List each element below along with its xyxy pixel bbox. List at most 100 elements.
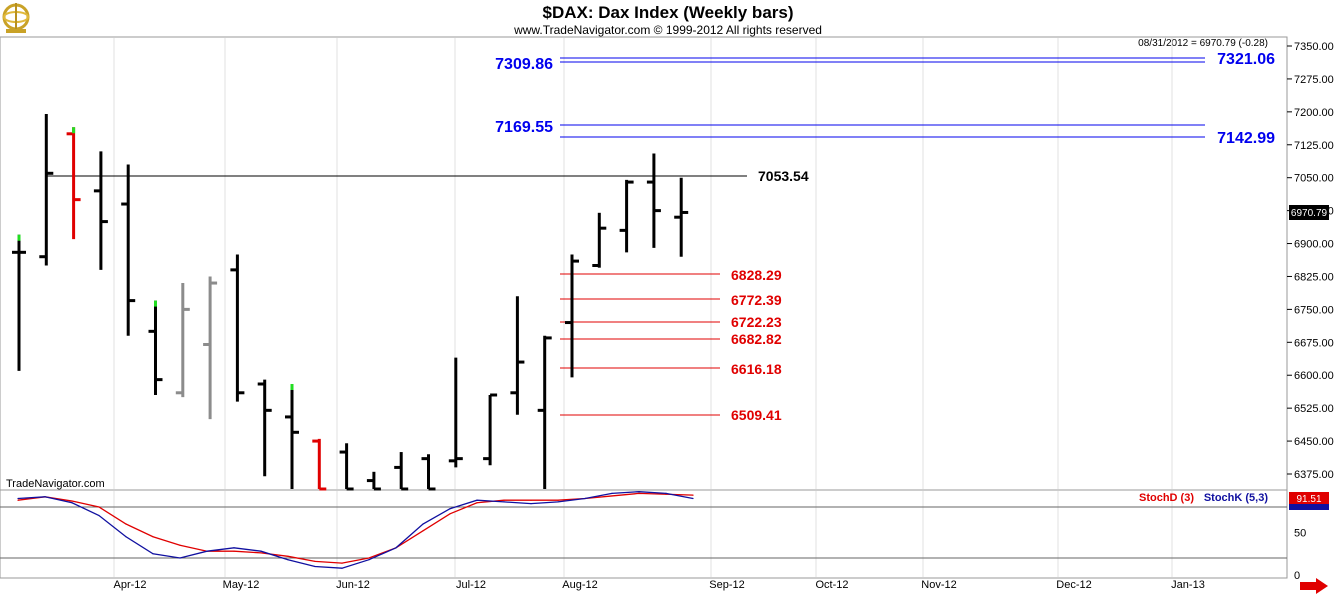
stoch-point — [17, 497, 19, 500]
x-tick-label: Jun-12 — [336, 579, 370, 591]
stoch-point — [476, 499, 478, 501]
y-tick-label: 6600.00 — [1294, 370, 1334, 382]
y-tick-label: 6525.00 — [1294, 403, 1334, 415]
stoch-point — [503, 499, 505, 501]
stoch-point — [260, 550, 262, 552]
stoch-point — [638, 492, 640, 494]
y-tick-label: 7200.00 — [1294, 107, 1334, 119]
stoch-series-line — [17, 491, 694, 569]
stoch-point — [422, 530, 424, 532]
x-tick-label: Oct-12 — [815, 579, 848, 591]
stoch-point — [557, 499, 559, 501]
gyroscope-logo-icon — [2, 3, 30, 33]
stoch-point — [341, 562, 343, 564]
legend-stochd: StochD (3) — [1139, 492, 1194, 504]
stoch-point — [314, 560, 316, 563]
last-price-label: 6970.79 — [1291, 208, 1328, 219]
x-tick-label: Aug-12 — [562, 579, 597, 591]
stoch-point — [692, 494, 694, 496]
level-label: 6772.39 — [731, 292, 782, 308]
level-label: 6722.23 — [731, 314, 782, 330]
y-tick-label: 6750.00 — [1294, 304, 1334, 316]
stoch-last-box — [1289, 492, 1329, 504]
x-tick-label: Sep-12 — [709, 579, 744, 591]
stoch-point — [233, 550, 235, 552]
chart-title: $DAX: Dax Index (Weekly bars) — [543, 3, 794, 22]
y-tick-label: 6450.00 — [1294, 436, 1334, 448]
stoch-point — [152, 536, 154, 538]
y-tick-label: 6375.00 — [1294, 469, 1334, 481]
stochastic-panel — [0, 489, 1288, 579]
stoch-point — [260, 552, 262, 554]
level-label: 6682.82 — [731, 331, 782, 347]
stoch-point — [125, 536, 127, 538]
y-tick-label: 6675.00 — [1294, 337, 1334, 349]
stoch-point — [611, 495, 613, 497]
y-tick-label: 7050.00 — [1294, 173, 1334, 185]
x-axis: Apr-12 May-12 Jun-12 Jul-12 Aug-12 Sep-12 Oct-… — [113, 579, 1204, 591]
ohlc-bars — [12, 114, 689, 491]
level-label: 7169.55 — [495, 119, 553, 136]
y-tick-label: 7350.00 — [1294, 41, 1334, 53]
watermark-text: TradeNavigator.com — [6, 478, 105, 490]
vertical-grid — [113, 38, 1173, 577]
stoch-point — [638, 491, 640, 493]
stoch-point — [179, 544, 181, 546]
level-label: 7321.06 — [1217, 51, 1275, 68]
level-label: 6509.41 — [731, 407, 782, 423]
stochastic-lines: 50 0 — [0, 491, 1306, 582]
level-label: 7053.54 — [758, 168, 809, 184]
x-tick-label: Jan-13 — [1171, 579, 1205, 591]
x-tick-label: Apr-12 — [113, 579, 146, 591]
scroll-right-arrow-icon[interactable] — [1300, 578, 1328, 594]
stoch-point — [665, 492, 667, 494]
stoch-point — [449, 508, 451, 510]
price-panel — [0, 36, 1288, 491]
copyright-text: www.TradeNavigator.com © 1999-2012 All r… — [513, 23, 822, 37]
stoch-point — [584, 497, 586, 500]
stoch-point — [71, 500, 73, 502]
y-tick-label: 6825.00 — [1294, 271, 1334, 283]
stoch-point — [152, 553, 154, 555]
level-label: 6828.29 — [731, 267, 782, 283]
x-tick-label: Dec-12 — [1056, 579, 1091, 591]
stoch-tick-label: 50 — [1294, 528, 1306, 540]
stoch-point — [368, 557, 370, 559]
stoch-point — [530, 503, 532, 505]
stoch-series-line — [17, 492, 694, 564]
stoch-tick-label: 0 — [1294, 570, 1300, 582]
y-tick-label: 6900.00 — [1294, 239, 1334, 251]
y-tick-label: 7125.00 — [1294, 140, 1334, 152]
stoch-point — [557, 501, 559, 503]
last-quote: 08/31/2012 = 6970.79 (-0.28) — [1138, 38, 1268, 49]
level-label: 6616.18 — [731, 361, 782, 377]
stoch-point — [449, 513, 451, 515]
stoch-point — [179, 557, 181, 559]
stoch-point — [476, 502, 478, 504]
stoch-point — [395, 547, 397, 549]
stoch-point — [530, 499, 532, 501]
stoch-point — [314, 565, 316, 568]
stoch-point — [422, 523, 424, 525]
stoch-point — [125, 523, 127, 525]
x-tick-label: Nov-12 — [921, 579, 956, 591]
y-tick-label: 7275.00 — [1294, 74, 1334, 86]
stoch-point — [611, 492, 613, 494]
stoch-point — [503, 501, 505, 503]
stoch-point — [98, 506, 100, 508]
stoch-point — [17, 499, 19, 501]
stoch-point — [368, 559, 370, 561]
level-label: 7142.99 — [1217, 130, 1275, 147]
price-axis: 7350.007275.007200.007125.007050.006975.… — [1287, 41, 1334, 481]
stoch-point — [692, 497, 694, 500]
stoch-point — [44, 496, 46, 498]
last-price-box — [1289, 205, 1329, 220]
legend-stochk: StochK (5,3) — [1204, 492, 1269, 504]
x-tick-label: May-12 — [223, 579, 260, 591]
stoch-point — [341, 567, 343, 569]
stoch-point — [98, 514, 100, 517]
level-label: 7309.86 — [495, 56, 553, 73]
stoch-point — [233, 547, 235, 549]
stoch-point — [287, 559, 289, 561]
